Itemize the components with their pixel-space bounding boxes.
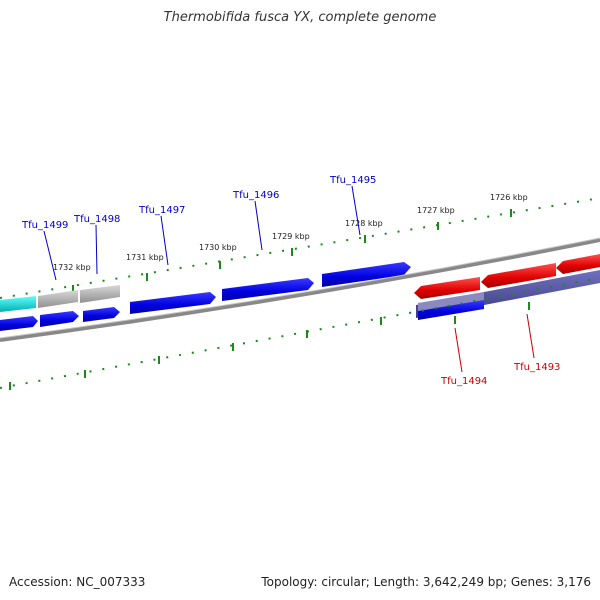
gene-tfu1498[interactable] [83, 307, 120, 322]
gene-cyan-upper[interactable] [0, 296, 36, 312]
gene-tfu1495[interactable] [322, 262, 411, 287]
forward-strand-upper [0, 262, 411, 314]
tick-label-1727: 1727 kbp [417, 206, 455, 215]
lower-feature-row [416, 270, 600, 320]
tick-label-1731: 1731 kbp [126, 253, 164, 262]
gene-red-2[interactable] [481, 263, 556, 288]
gene-label-tfu1494[interactable]: Tfu_1494 [440, 376, 487, 387]
gene-tfu1499[interactable] [0, 316, 38, 331]
gene-label-tfu1493[interactable]: Tfu_1493 [513, 362, 560, 373]
tick-label-1732: 1732 kbp [53, 263, 91, 272]
gene-label-tfu1495[interactable]: Tfu_1495 [329, 175, 376, 186]
gene-gray-upper-2[interactable] [80, 285, 120, 303]
gene-tfu1494-top [418, 292, 484, 311]
gene-blue-lower-2[interactable] [40, 311, 79, 327]
gene-label-tfu1499[interactable]: Tfu_1499 [21, 220, 68, 231]
gene-red-1[interactable] [414, 277, 480, 299]
gene-label-tfu1496[interactable]: Tfu_1496 [232, 190, 279, 201]
genome-summary-text: Topology: circular; Length: 3,642,249 bp… [261, 575, 591, 589]
accession-text: Accession: NC_007333 [9, 575, 146, 589]
gene-label-tfu1498[interactable]: Tfu_1498 [73, 214, 120, 225]
lower-major-ticks [9, 302, 530, 390]
gene-red-3[interactable] [556, 254, 600, 274]
upper-leader-lines [43, 185, 361, 281]
tick-label-1726: 1726 kbp [490, 193, 528, 202]
gene-label-tfu1497[interactable]: Tfu_1497 [138, 205, 185, 216]
genome-title: Thermobifida fusca YX, complete genome [163, 10, 437, 25]
genome-backbone-highlight [0, 237, 600, 339]
reverse-strand [414, 254, 600, 299]
gene-tfu1496[interactable] [222, 278, 314, 301]
lower-leader-lines [454, 313, 535, 373]
tick-label-1728: 1728 kbp [345, 219, 383, 228]
genome-backbone [0, 238, 600, 342]
tick-label-1730: 1730 kbp [199, 243, 237, 252]
gene-gray-upper-1[interactable] [38, 290, 78, 308]
tick-label-1729: 1729 kbp [272, 232, 310, 241]
gene-tfu1494[interactable] [418, 300, 484, 320]
gene-tfu1497[interactable] [130, 292, 216, 314]
forward-strand-lower [0, 307, 120, 331]
lower-ruler-dots [0, 277, 600, 389]
